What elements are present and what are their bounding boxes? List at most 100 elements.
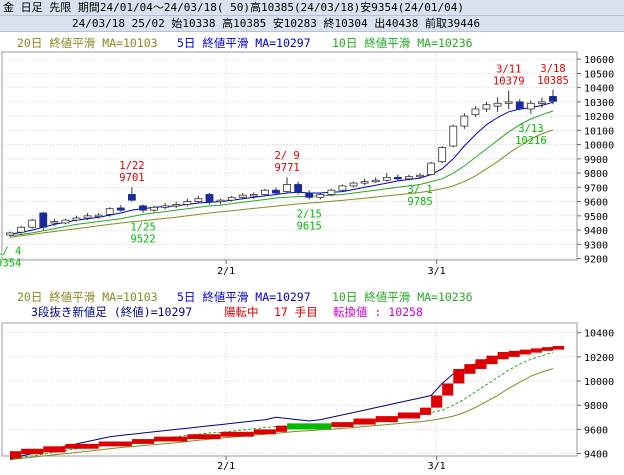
candle-body: [39, 212, 48, 228]
lower-plot-area: [1, 322, 578, 457]
new-price-brick: [541, 347, 553, 351]
new-price-brick: [497, 352, 509, 360]
lower-y-tick-label: 9800: [584, 401, 608, 412]
candle-body: [438, 147, 447, 163]
new-price-brick: [154, 436, 188, 442]
price-annotation: 9615: [297, 220, 322, 232]
upper-y-tick-label: 9800: [584, 169, 608, 180]
candle: [238, 193, 247, 200]
lower-y-tick-label: 9600: [584, 425, 608, 436]
candle-body: [194, 198, 203, 202]
candle-body: [471, 108, 480, 116]
ma10-line: [9, 110, 554, 237]
candle: [28, 218, 37, 229]
price-annotation: 3/18: [540, 63, 565, 75]
lower-ma20-line: [9, 368, 554, 461]
candle: [127, 187, 136, 202]
candle: [227, 195, 236, 202]
candle: [61, 218, 70, 225]
upper-y-tick-label: 9500: [584, 212, 608, 223]
candle-body: [283, 184, 291, 193]
candle: [526, 100, 535, 114]
upper-y-tick-label: 10400: [584, 84, 614, 95]
lower-legend-ma20: 20日 終値平滑 MA=10103: [17, 290, 158, 304]
new-price-brick: [464, 364, 476, 374]
new-price-brick: [530, 348, 542, 353]
candle: [139, 204, 147, 213]
candle: [294, 181, 303, 195]
new-price-brick: [353, 418, 376, 425]
candle: [327, 188, 336, 196]
candle: [183, 198, 192, 207]
price-annotation: 3/11: [496, 64, 521, 76]
price-annotation: 9701: [119, 172, 144, 184]
lower-switch-value: 転換値 : 10258: [333, 305, 423, 319]
candle-body: [272, 189, 280, 194]
new-price-brick: [475, 359, 487, 369]
new-price-brick: [21, 448, 44, 455]
candle: [283, 177, 291, 194]
upper-y-axis: 9200 9300 9400 9500 9600 9700 9800 9900 10000 101…: [577, 55, 614, 266]
candle-body: [382, 176, 391, 181]
lower-x-axis: 2/1 3/1: [217, 456, 446, 472]
header-info-line1: 金 日足 先限 期間24/01/04～24/03/18( 50)高10385(2…: [3, 1, 464, 14]
candle-body: [549, 96, 557, 102]
price-annotation: 10379: [493, 76, 525, 88]
lower-y-tick-label: 9400: [584, 450, 608, 461]
candle: [150, 205, 158, 213]
new-price-brick: [98, 441, 132, 447]
lower-state: 陽転中: [224, 305, 259, 319]
candle: [427, 161, 436, 176]
upper-y-tick-label: 9300: [584, 240, 608, 251]
lower-title: 3段抜き新値足 (終値)=10297: [31, 305, 192, 319]
candle: [471, 106, 480, 117]
candle: [6, 231, 14, 237]
candle: [172, 201, 181, 208]
candle: [538, 97, 546, 108]
upper-x-tick-label: 2/1: [217, 266, 235, 277]
candle-body: [460, 115, 469, 127]
new-price-brick: [253, 429, 276, 435]
candle-body: [61, 219, 70, 224]
candle-body: [216, 199, 225, 203]
lower-count: 17 手目: [274, 305, 318, 319]
candle: [338, 184, 347, 192]
candle: [515, 99, 524, 111]
candle-body: [504, 101, 513, 104]
new-price-brick: [331, 422, 354, 427]
legend-ma20: 20日 終値平滑 MA=10103: [17, 36, 158, 50]
candle: [460, 113, 469, 129]
candle-body: [161, 205, 170, 208]
candle: [50, 218, 59, 226]
candle-body: [83, 215, 92, 219]
price-annotation: 9785: [407, 196, 432, 208]
price-annotation: 10216: [515, 135, 547, 147]
candle: [371, 177, 380, 184]
candle-body: [94, 214, 103, 218]
candle-body: [393, 176, 402, 180]
upper-y-tick-label: 9700: [584, 183, 608, 194]
candle-body: [17, 226, 25, 233]
header-row-2: 24/03/18 25/02 始10338 高10385 安10283 終103…: [0, 16, 624, 32]
lower-legend-ma5: 5日 終値平滑 MA=10297: [177, 290, 311, 304]
candle-body: [227, 196, 236, 201]
price-annotation: 9771: [274, 162, 299, 174]
candle: [449, 124, 458, 148]
new-price-brick: [287, 423, 332, 430]
new-price-brick: [453, 368, 465, 384]
new-price-brick: [486, 355, 498, 365]
new-price-brick: [131, 439, 155, 444]
candle: [116, 205, 125, 212]
candle: [382, 173, 391, 182]
candle: [272, 187, 280, 195]
new-price-brick: [420, 407, 432, 415]
candle-body: [50, 221, 59, 224]
candle-body: [28, 219, 37, 228]
candle-body: [327, 189, 336, 195]
new-price-brick: [65, 443, 99, 449]
candle: [482, 101, 491, 112]
price-annotation: 3/ 1: [407, 184, 432, 196]
candle: [316, 193, 325, 200]
